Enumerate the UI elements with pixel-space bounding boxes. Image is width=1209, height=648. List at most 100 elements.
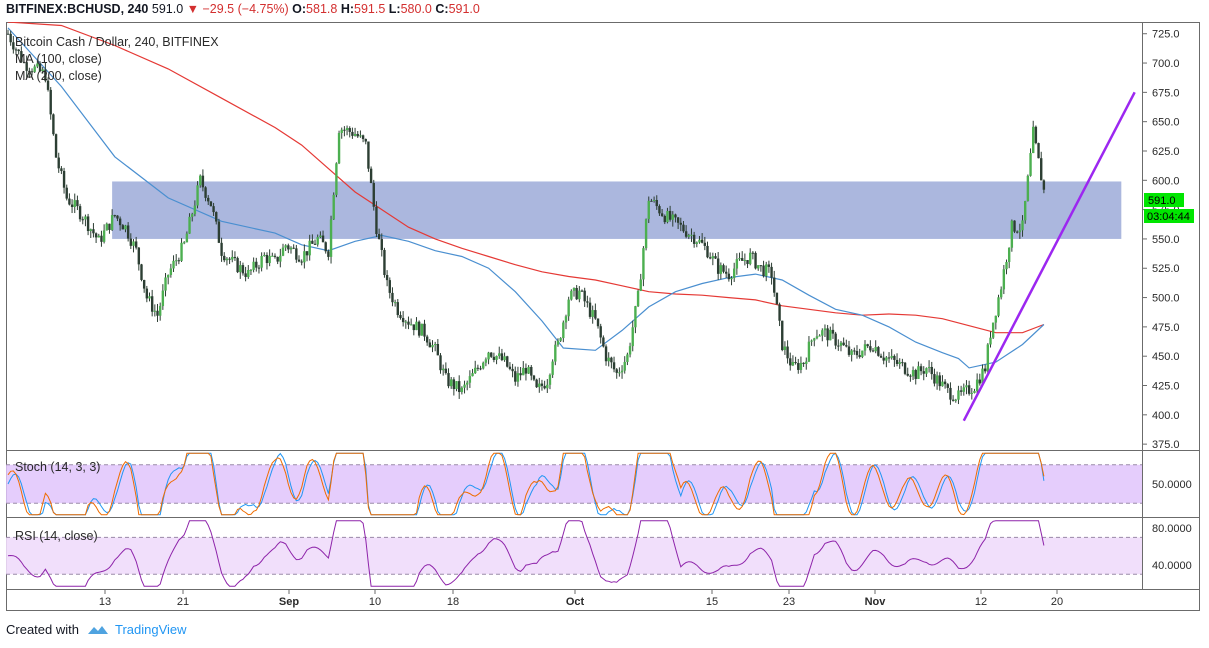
candle-body <box>959 390 963 392</box>
candle-body <box>239 265 242 273</box>
candle-body <box>364 138 367 142</box>
candle-body <box>231 256 234 260</box>
candle-body <box>919 366 923 372</box>
candle-body <box>514 371 517 382</box>
candle-body <box>799 362 803 370</box>
candle-body <box>797 363 800 370</box>
rsi-band <box>6 537 1142 575</box>
candle-body <box>658 206 661 214</box>
candle-body <box>132 241 135 246</box>
candle-body <box>14 49 18 51</box>
candle-body <box>12 42 15 50</box>
candle-body <box>735 259 739 269</box>
price-tick-label: 550.0 <box>1152 234 1180 246</box>
candle-body <box>706 245 709 258</box>
candle-body <box>551 361 554 375</box>
tradingview-link[interactable]: TradingView <box>87 622 187 637</box>
candle-body <box>564 316 568 323</box>
candle-body <box>906 373 909 376</box>
price-tick-label: 450.0 <box>1152 351 1180 363</box>
stoch-band <box>6 464 1142 504</box>
price-tick-label: 700.0 <box>1152 58 1180 70</box>
candle-body <box>775 292 779 305</box>
candle-body <box>866 344 869 347</box>
candle-body <box>1013 220 1016 232</box>
candle-body <box>954 399 957 401</box>
candle-body <box>289 247 293 250</box>
candle-body <box>1026 175 1030 202</box>
tradingview-brand: TradingView <box>114 622 187 637</box>
candle-body <box>425 336 429 343</box>
candle-body <box>313 243 317 245</box>
candle-body <box>57 157 60 169</box>
candle-body <box>431 345 434 348</box>
high-value: 591.5 <box>354 2 386 16</box>
candle-body <box>375 206 378 235</box>
candle-body <box>257 267 261 269</box>
candle-body <box>623 361 626 371</box>
candle-body <box>1037 143 1040 159</box>
candle-body <box>252 261 255 270</box>
time-tick-label: 10 <box>369 596 381 608</box>
candle-body <box>380 239 383 250</box>
candle-body <box>895 359 899 364</box>
candle-body <box>212 206 215 213</box>
candle-body <box>754 252 757 269</box>
candle-body <box>789 358 792 366</box>
candle-body <box>532 375 536 380</box>
candle-body <box>449 379 453 387</box>
candle-body <box>679 222 682 225</box>
chart-canvas[interactable]: 725.0700.0675.0650.0625.0600.0575.0550.0… <box>6 21 1200 611</box>
time-tick-label: Oct <box>566 596 585 608</box>
candle-body <box>174 260 178 262</box>
candle-body <box>530 366 533 376</box>
candle-body <box>556 340 560 345</box>
candle-body <box>743 260 747 262</box>
candle-body <box>308 240 311 256</box>
candle-body <box>60 168 63 171</box>
candle-body <box>767 264 771 267</box>
candle-body <box>102 230 106 242</box>
ma100-polyline <box>7 27 1045 369</box>
chart-area[interactable]: 725.0700.0675.0650.0625.0600.0575.0550.0… <box>6 21 1200 611</box>
candle-body <box>158 306 162 316</box>
candle-body <box>660 213 664 216</box>
candle-body <box>423 323 426 337</box>
candle-body <box>511 368 514 372</box>
candle-body <box>703 242 707 246</box>
candle-body <box>839 342 843 346</box>
candle-body <box>927 366 931 369</box>
candle-body <box>145 288 149 299</box>
candle-body <box>201 175 205 188</box>
candle-body <box>834 333 837 346</box>
candle-body <box>594 310 597 319</box>
candle-body <box>877 347 880 356</box>
candle-body <box>738 258 741 260</box>
candle-body <box>935 375 939 384</box>
candle-body <box>647 200 650 220</box>
candle-body <box>599 326 602 338</box>
price-axis[interactable]: 725.0700.0675.0650.0625.0600.0575.0550.0… <box>1142 29 1180 451</box>
candle-body <box>791 362 795 366</box>
candle-body <box>305 251 309 256</box>
candle-body <box>546 384 549 389</box>
candle-body <box>591 310 594 317</box>
candle-body <box>471 373 474 377</box>
time-tick-label: 12 <box>975 596 987 608</box>
price-tick-label: 625.0 <box>1152 146 1180 158</box>
created-with-text: Created with <box>6 622 79 637</box>
candle-body <box>148 296 151 299</box>
candle-body <box>25 62 28 71</box>
time-axis[interactable]: 13 21 Sep 10 18 Oct 15 23 Nov 12 20 <box>99 589 1063 608</box>
price-tick-label: 375.0 <box>1152 439 1180 451</box>
ma200-polyline <box>7 21 1045 334</box>
candle-body <box>719 265 723 274</box>
candle-body <box>439 355 442 371</box>
candle-body <box>228 258 231 260</box>
stoch-lines <box>6 452 1142 516</box>
trendline <box>962 91 1136 422</box>
candle-body <box>586 301 589 303</box>
candle-body <box>433 344 437 346</box>
candle-body <box>508 366 512 369</box>
candle-body <box>329 219 333 257</box>
